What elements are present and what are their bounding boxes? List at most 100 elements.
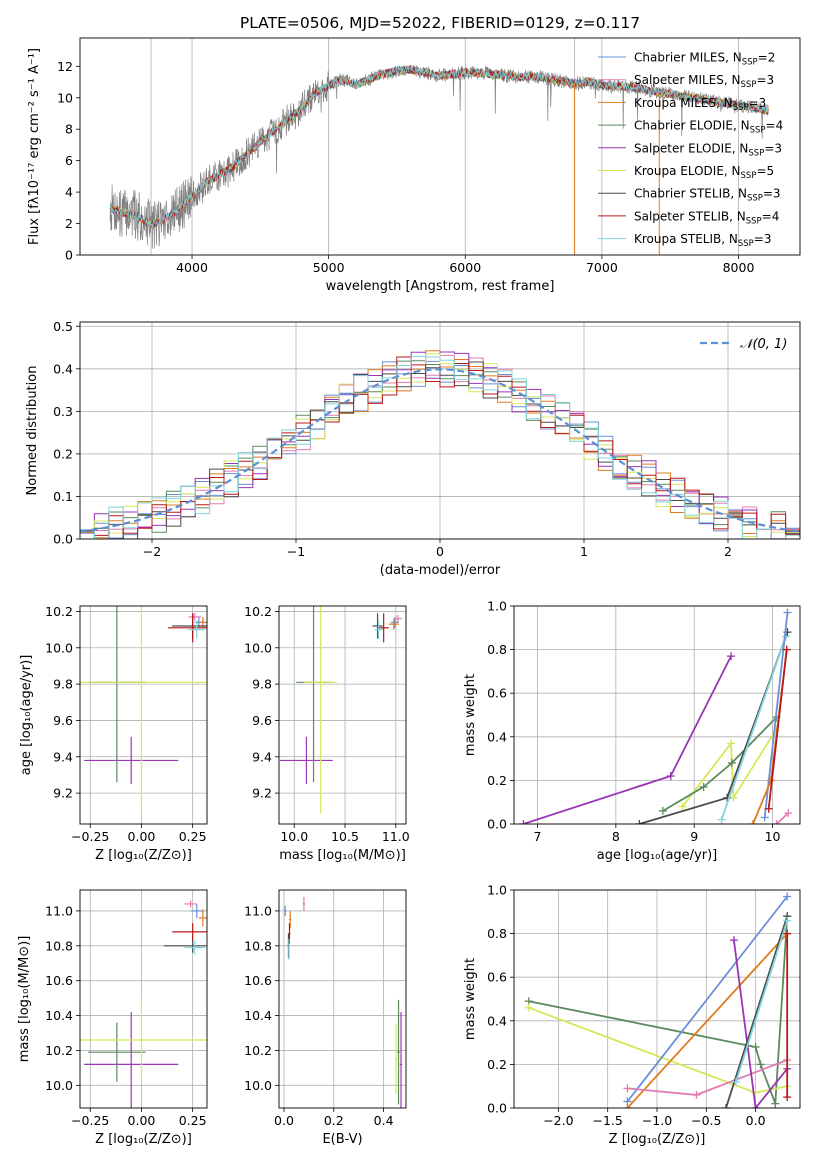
x-tick-label: 10.5 [331, 829, 359, 844]
weight-line [720, 636, 787, 820]
residual-plot [80, 350, 800, 539]
y-tick-label: 9.6 [53, 713, 73, 728]
errorbar-point [388, 618, 399, 630]
y-tick-label: 0.5 [53, 319, 73, 334]
plus-marker [760, 813, 769, 822]
mass_vs_Z-axes: −0.25 0.00 0.25 10.0 10.2 10.4 10.6 10.8 11.0 [45, 890, 207, 1128]
residuals-frame [79, 321, 801, 540]
weight_vs_age-frame [513, 605, 801, 825]
residuals-axes: −2 −1 0 1 2 0.0 0.1 0.2 0.3 0.4 0.5 [53, 319, 800, 559]
y-tick-label: 9.4 [252, 749, 272, 764]
y-tick-label: 11.0 [45, 903, 73, 918]
y-tick-label: 1.0 [487, 599, 507, 614]
legend-entry: Salpeter MILES, NSSP=3 [634, 73, 774, 90]
errorbar-point [302, 896, 306, 911]
plus-marker [729, 936, 738, 945]
age_vs_Z-frame [79, 605, 208, 825]
errorbar-point [283, 905, 287, 917]
y-tick-label: 12 [57, 59, 73, 74]
y-tick-label: 0.0 [487, 1101, 507, 1116]
x-tick-label: 0.00 [128, 1113, 156, 1128]
y-tick-label: 0.0 [53, 532, 73, 547]
errorbar-point [84, 1012, 179, 1108]
errorbar-point [190, 903, 203, 918]
spectrum-axes: 4000 5000 6000 7000 8000 0 2 4 6 8 10 12 [57, 38, 754, 275]
x-tick-label: 1 [580, 544, 588, 559]
residuals-xlabel: (data-model)/error [380, 563, 501, 578]
x-tick-label: 0 [436, 544, 444, 559]
plus-marker [717, 815, 726, 824]
y-tick-label: 10.0 [45, 1078, 73, 1093]
y-tick-label: 0.2 [487, 1057, 507, 1072]
age_vs_Z-axes: −0.25 0.00 0.25 9.2 9.4 9.6 9.8 10.0 10.2 [45, 604, 207, 844]
y-tick-label: 9.2 [252, 786, 272, 801]
x-tick-label: −0.5 [691, 1113, 721, 1128]
plus-marker [772, 820, 781, 824]
y-tick-label: 10.6 [45, 973, 73, 988]
x-tick-label: 0.2 [324, 1113, 344, 1128]
plus-marker [731, 1077, 740, 1086]
y-tick-label: 0.2 [487, 773, 507, 788]
errorbar-point [393, 615, 402, 623]
x-tick-label: 10 [765, 829, 781, 844]
weight_vs_age-ylabel: mass weight [463, 674, 478, 756]
errorbar-point [394, 1024, 398, 1095]
y-tick-label: 4 [65, 185, 73, 200]
x-tick-label: 7000 [586, 260, 618, 275]
y-tick-label: 0.6 [487, 686, 507, 701]
legend-entry: Kroupa ELODIE, NSSP=5 [634, 164, 774, 181]
x-tick-label: 0.25 [179, 1113, 207, 1128]
plus-marker [764, 804, 773, 813]
x-tick-label: −0.25 [71, 1113, 109, 1128]
errorbar-point [188, 620, 205, 639]
age_vs_Z-xlabel: Z [log₁₀(Z/Z⊙)] [95, 848, 192, 863]
y-tick-label: 10.8 [244, 938, 272, 953]
errorbar-point [80, 996, 207, 1084]
plus-marker [727, 652, 736, 661]
plus-marker [783, 916, 792, 925]
weight-line [763, 612, 789, 818]
plus-marker [771, 1099, 780, 1108]
y-tick-label: 10.2 [244, 1043, 272, 1058]
age_vs_mass-xlabel: mass [log₁₀(M/M⊙)] [279, 848, 406, 863]
weight-line [523, 655, 732, 824]
errorbar-point [397, 999, 400, 1105]
mass_vs_Z-frame [79, 889, 208, 1109]
errorbar-point [280, 736, 333, 785]
legend-entry: Kroupa MILES, NSSP=3 [634, 96, 766, 113]
x-tick-label: 0.00 [128, 829, 156, 844]
x-tick-label: −1 [287, 544, 305, 559]
errorbar-point [80, 606, 207, 814]
normal-curve [80, 368, 800, 533]
spectrum-legend: Chabrier MILES, NSSP=2 Salpeter MILES, NS… [598, 51, 783, 249]
x-tick-label: 4000 [176, 260, 208, 275]
y-tick-label: 8 [65, 122, 73, 137]
plus-marker [782, 645, 791, 654]
legend-entry: Salpeter STELIB, NSSP=4 [634, 209, 779, 226]
age_vs_Z-points [80, 606, 207, 814]
plus-marker [635, 820, 644, 824]
x-tick-label: −2 [143, 544, 161, 559]
plus-marker [783, 1093, 792, 1102]
weight-line [626, 895, 788, 1103]
weight-line [681, 729, 777, 808]
legend-entry: Chabrier STELIB, NSSP=3 [634, 187, 781, 204]
weight_vs_Z-ylabel: mass weight [463, 958, 478, 1040]
plus-marker [692, 1090, 701, 1099]
legend-entry: Chabrier ELODIE, NSSP=4 [634, 119, 783, 136]
errorbar-point [84, 736, 179, 785]
plus-marker [751, 1104, 760, 1108]
plus-marker [784, 809, 793, 818]
y-tick-label: 0.6 [487, 970, 507, 985]
y-tick-label: 0 [65, 248, 73, 263]
x-tick-label: 11.0 [382, 829, 410, 844]
x-tick-label: −1.5 [593, 1113, 623, 1128]
y-tick-label: 9.2 [53, 786, 73, 801]
weight-line [767, 649, 788, 809]
y-tick-label: 0.8 [487, 642, 507, 657]
plus-marker [756, 1060, 765, 1069]
y-tick-label: 0.3 [53, 404, 73, 419]
spectrum-ylabel: Flux [fλ10⁻¹⁷ erg cm⁻² s⁻¹ A⁻¹] [27, 48, 42, 245]
errorbar-point [372, 613, 383, 639]
